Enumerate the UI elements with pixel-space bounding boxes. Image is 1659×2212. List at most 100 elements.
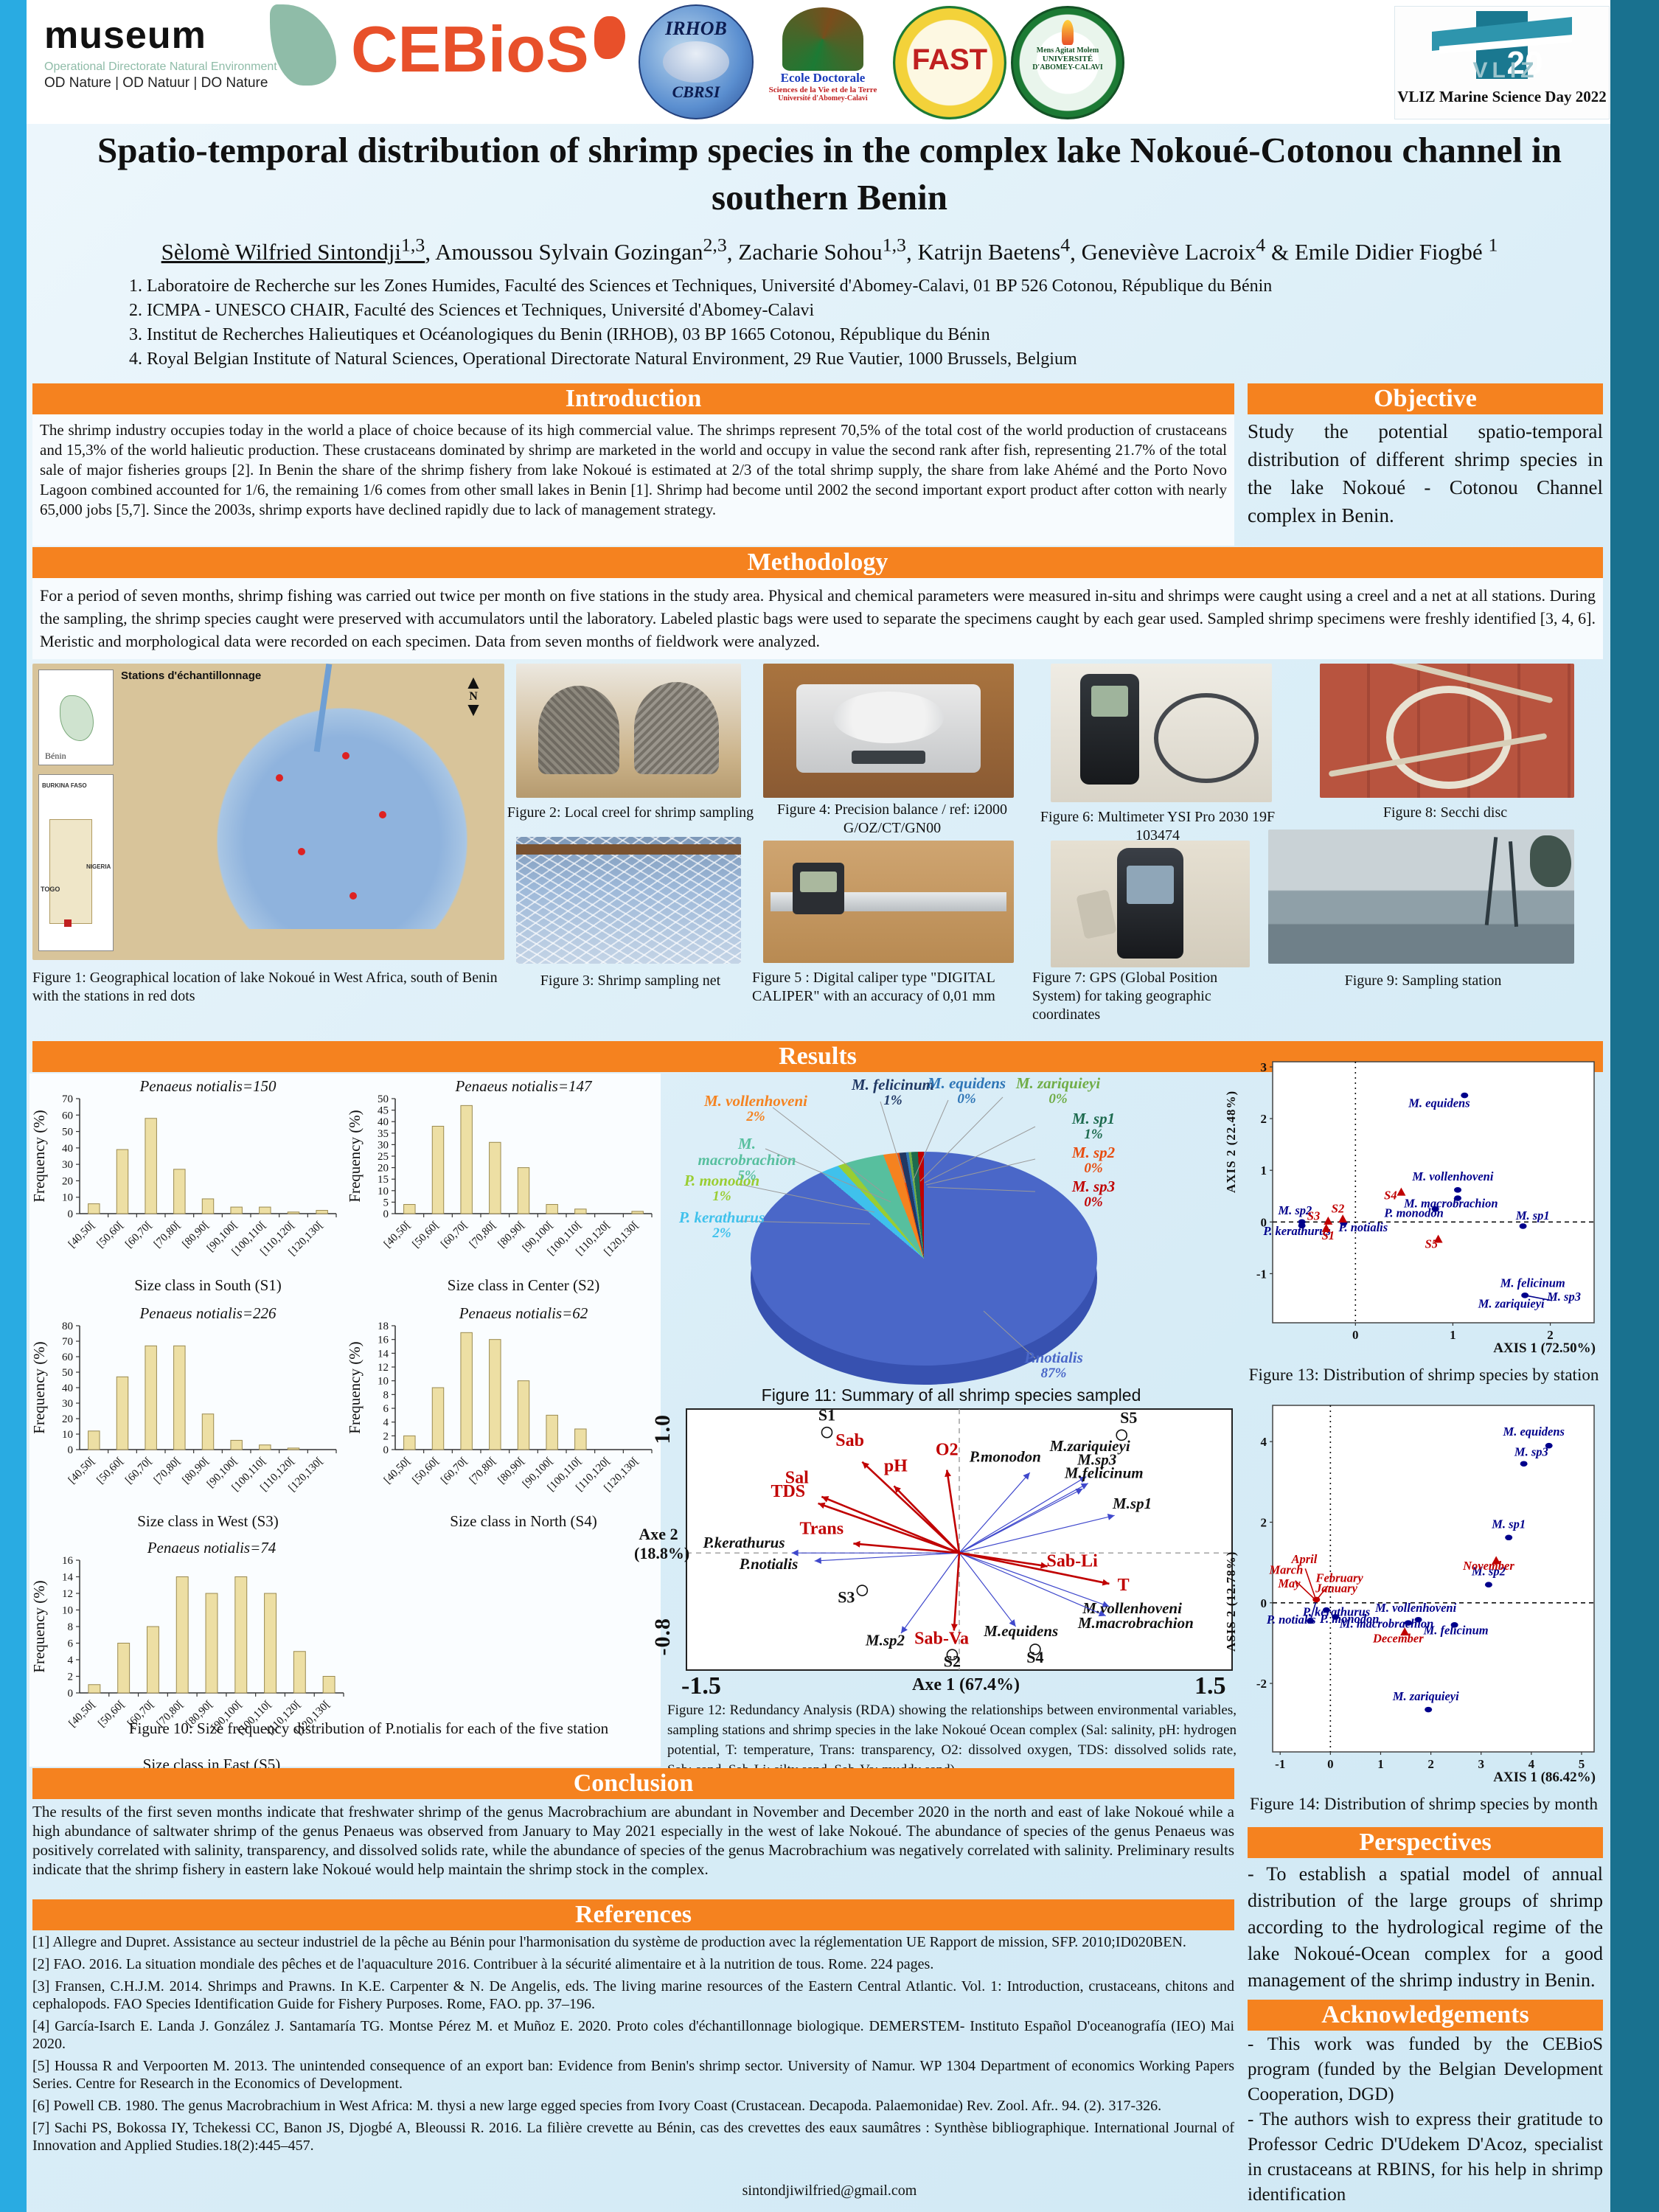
author-name: Katrijn Baetens4 bbox=[917, 234, 1071, 265]
svg-text:[70,80[: [70,80[ bbox=[467, 1455, 498, 1486]
figure2-photo-local-creel bbox=[516, 664, 741, 798]
svg-text:[60,70[: [60,70[ bbox=[439, 1220, 470, 1251]
svg-text:70: 70 bbox=[62, 1336, 73, 1348]
svg-text:P. kerathurus: P. kerathurus bbox=[1262, 1224, 1330, 1238]
histogram-south-s1-svg: Penaeus notialis=150 0 10 20 30 40 50 60 70 [40,5… bbox=[30, 1077, 337, 1294]
author-name: Zacharie Sohou1,3 bbox=[738, 234, 906, 265]
affiliation-line: 4. Royal Belgian Institute of Natural Sc… bbox=[129, 349, 1077, 369]
svg-text:10: 10 bbox=[62, 1605, 73, 1617]
svg-text:M.felicinum: M.felicinum bbox=[1064, 1464, 1144, 1481]
figure13-caption: Figure 13: Distribution of shrimp specie… bbox=[1248, 1366, 1599, 1384]
pie-label-0: P.notialis 87% bbox=[1024, 1349, 1083, 1381]
svg-text:P.kerathurus: P.kerathurus bbox=[702, 1534, 785, 1551]
svg-text:6: 6 bbox=[68, 1638, 74, 1650]
acknowledgement-line: - The authors wish to express their grat… bbox=[1248, 2110, 1603, 2205]
svg-text:M.sp1: M.sp1 bbox=[1112, 1495, 1152, 1512]
svg-text:Size class in South (S1): Size class in South (S1) bbox=[134, 1276, 282, 1294]
ecole-l3: Université d'Abomey-Calavi bbox=[778, 94, 868, 102]
figure14-caption: Figure 14: Distribution of shrimp specie… bbox=[1249, 1795, 1599, 1813]
svg-text:[40,50[: [40,50[ bbox=[382, 1220, 413, 1251]
irhob-cbrsi-text: CBRSI bbox=[672, 83, 720, 101]
svg-text:M.sp2: M.sp2 bbox=[865, 1631, 905, 1649]
svg-text:December: December bbox=[1372, 1631, 1424, 1645]
svg-text:May: May bbox=[1277, 1576, 1301, 1590]
svg-text:S3: S3 bbox=[1307, 1209, 1320, 1223]
figure7-caption: Figure 7: GPS (Global Position System) f… bbox=[1032, 970, 1218, 1023]
section-bar-introduction: Introduction bbox=[32, 383, 1234, 414]
rda-xtick-left: -1.5 bbox=[681, 1672, 721, 1700]
acknowledgement-line: - This work was funded by the CEBioS pro… bbox=[1248, 2034, 1603, 2104]
svg-text:35: 35 bbox=[378, 1128, 389, 1140]
methodology-text: For a period of seven months, shrimp fis… bbox=[32, 578, 1603, 659]
conclusion-text: The results of the first seven months in… bbox=[32, 1803, 1234, 1878]
svg-text:M. macrobrachion: M. macrobrachion bbox=[1403, 1197, 1498, 1211]
left-accent-strip bbox=[0, 0, 27, 2212]
svg-text:[70,80[: [70,80[ bbox=[152, 1220, 183, 1251]
section-bar-methodology: Methodology bbox=[32, 547, 1603, 578]
author-name: Sèlomè Wilfried Sintondji1,3 bbox=[161, 234, 425, 265]
svg-text:M. macrobrachion: M. macrobrachion bbox=[1339, 1617, 1433, 1631]
museum-wordmark: museum bbox=[44, 14, 206, 57]
svg-text:12: 12 bbox=[378, 1362, 389, 1374]
reference-item: [7] Sachi PS, Bokossa IY, Tchekessi CC, … bbox=[32, 2120, 1234, 2154]
map-compass-icon: ▲ N ▲ bbox=[464, 672, 483, 723]
svg-text:0: 0 bbox=[1352, 1328, 1359, 1342]
reference-item: [6] Powell CB. 1980. The genus Macrobrac… bbox=[32, 2098, 1162, 2114]
svg-text:M. sp3: M. sp3 bbox=[1514, 1444, 1548, 1458]
right-accent-strip bbox=[1610, 0, 1659, 2212]
svg-text:Frequency (%): Frequency (%) bbox=[348, 1110, 364, 1202]
museum-sub2: OD Nature | OD Natuur | DO Nature bbox=[44, 75, 268, 91]
cebios-drop-icon bbox=[594, 16, 625, 59]
histogram-west-s3: Penaeus notialis=226 0 10 20 30 40 50 60 70 80 [40… bbox=[30, 1304, 342, 1532]
figure1-caption: Figure 1: Geographical location of lake … bbox=[32, 970, 498, 1004]
svg-text:1: 1 bbox=[1261, 1164, 1267, 1178]
poster-title: Spatio-temporal distribution of shrimp s… bbox=[97, 130, 1562, 218]
svg-text:Sal: Sal bbox=[785, 1469, 809, 1488]
uac-flame-icon bbox=[1062, 20, 1074, 45]
figure8-caption: Figure 8: Secchi disc bbox=[1382, 804, 1508, 821]
svg-text:P. monodon: P. monodon bbox=[1383, 1206, 1443, 1220]
map-inset-benin: BURKINA FASO TOGO NIGERIA bbox=[38, 774, 114, 951]
svg-text:[50,60[: [50,60[ bbox=[411, 1220, 442, 1251]
svg-text:10: 10 bbox=[62, 1192, 73, 1204]
rda-ylabel: Axe 2 (18.8%) bbox=[634, 1525, 690, 1562]
svg-text:5: 5 bbox=[1579, 1757, 1585, 1771]
svg-text:60: 60 bbox=[62, 1352, 73, 1363]
uac-logo: Mens Agitat Molem UNIVERSITÉ D'ABOMEY-CA… bbox=[1011, 6, 1124, 119]
svg-text:1: 1 bbox=[1450, 1328, 1456, 1342]
histogram-center-s2: Penaeus notialis=147 0 5 10 15 20 25 30 35 40 45 50… bbox=[346, 1077, 658, 1296]
svg-text:March: March bbox=[1268, 1562, 1303, 1576]
svg-text:Frequency (%): Frequency (%) bbox=[32, 1110, 48, 1202]
uac-l2: D'ABOMEY-CALAVI bbox=[1032, 63, 1103, 72]
svg-text:Frequency (%): Frequency (%) bbox=[32, 1580, 48, 1672]
pie-label-8: M. zariquieyi 0% bbox=[1015, 1074, 1101, 1107]
histogram-south-s1: Penaeus notialis=150 0 10 20 30 40 50 60 70 [40,5… bbox=[30, 1077, 342, 1296]
svg-text:April: April bbox=[1290, 1552, 1317, 1566]
svg-text:S3: S3 bbox=[838, 1587, 855, 1606]
svg-text:8: 8 bbox=[68, 1621, 74, 1633]
svg-text:15: 15 bbox=[378, 1174, 389, 1186]
svg-text:3: 3 bbox=[1261, 1060, 1267, 1074]
figure14-ylabel: ASIS 2 (12.78%) bbox=[1224, 1551, 1238, 1652]
svg-text:60: 60 bbox=[62, 1110, 73, 1121]
map-lake-shape bbox=[217, 708, 467, 929]
svg-text:M. felicinum: M. felicinum bbox=[1423, 1623, 1489, 1637]
svg-text:Sab-Va: Sab-Va bbox=[914, 1630, 969, 1649]
svg-text:18: 18 bbox=[378, 1321, 389, 1332]
author-name: Emile Didier Fiogbé 1 bbox=[1294, 234, 1498, 265]
svg-text:[40,50[: [40,50[ bbox=[382, 1455, 413, 1486]
rda-plot: P.monodon M.zariquieyi M.sp3 M.felicinum M.s… bbox=[686, 1405, 1233, 1671]
svg-text:8: 8 bbox=[383, 1389, 389, 1401]
figure5-photo-digital-caliper bbox=[763, 841, 1014, 963]
svg-text:50: 50 bbox=[378, 1093, 389, 1105]
affiliation-line: 3. Institut de Recherches Halieutiques e… bbox=[129, 325, 990, 344]
svg-text:80: 80 bbox=[62, 1321, 73, 1332]
histogram-east-s5-svg: Penaeus notialis=740246810121416[40,50[[… bbox=[30, 1539, 344, 1773]
svg-text:50: 50 bbox=[62, 1127, 73, 1138]
svg-text:45: 45 bbox=[378, 1105, 389, 1117]
affiliation-line: 1. Laboratoire de Recherche sur les Zone… bbox=[129, 276, 1273, 296]
svg-text:4: 4 bbox=[1528, 1757, 1535, 1771]
pie-label-1: P. kerathurus 2% bbox=[678, 1208, 765, 1241]
figure6-caption: Figure 6: Multimeter YSI Pro 2030 19F 10… bbox=[1040, 809, 1276, 844]
